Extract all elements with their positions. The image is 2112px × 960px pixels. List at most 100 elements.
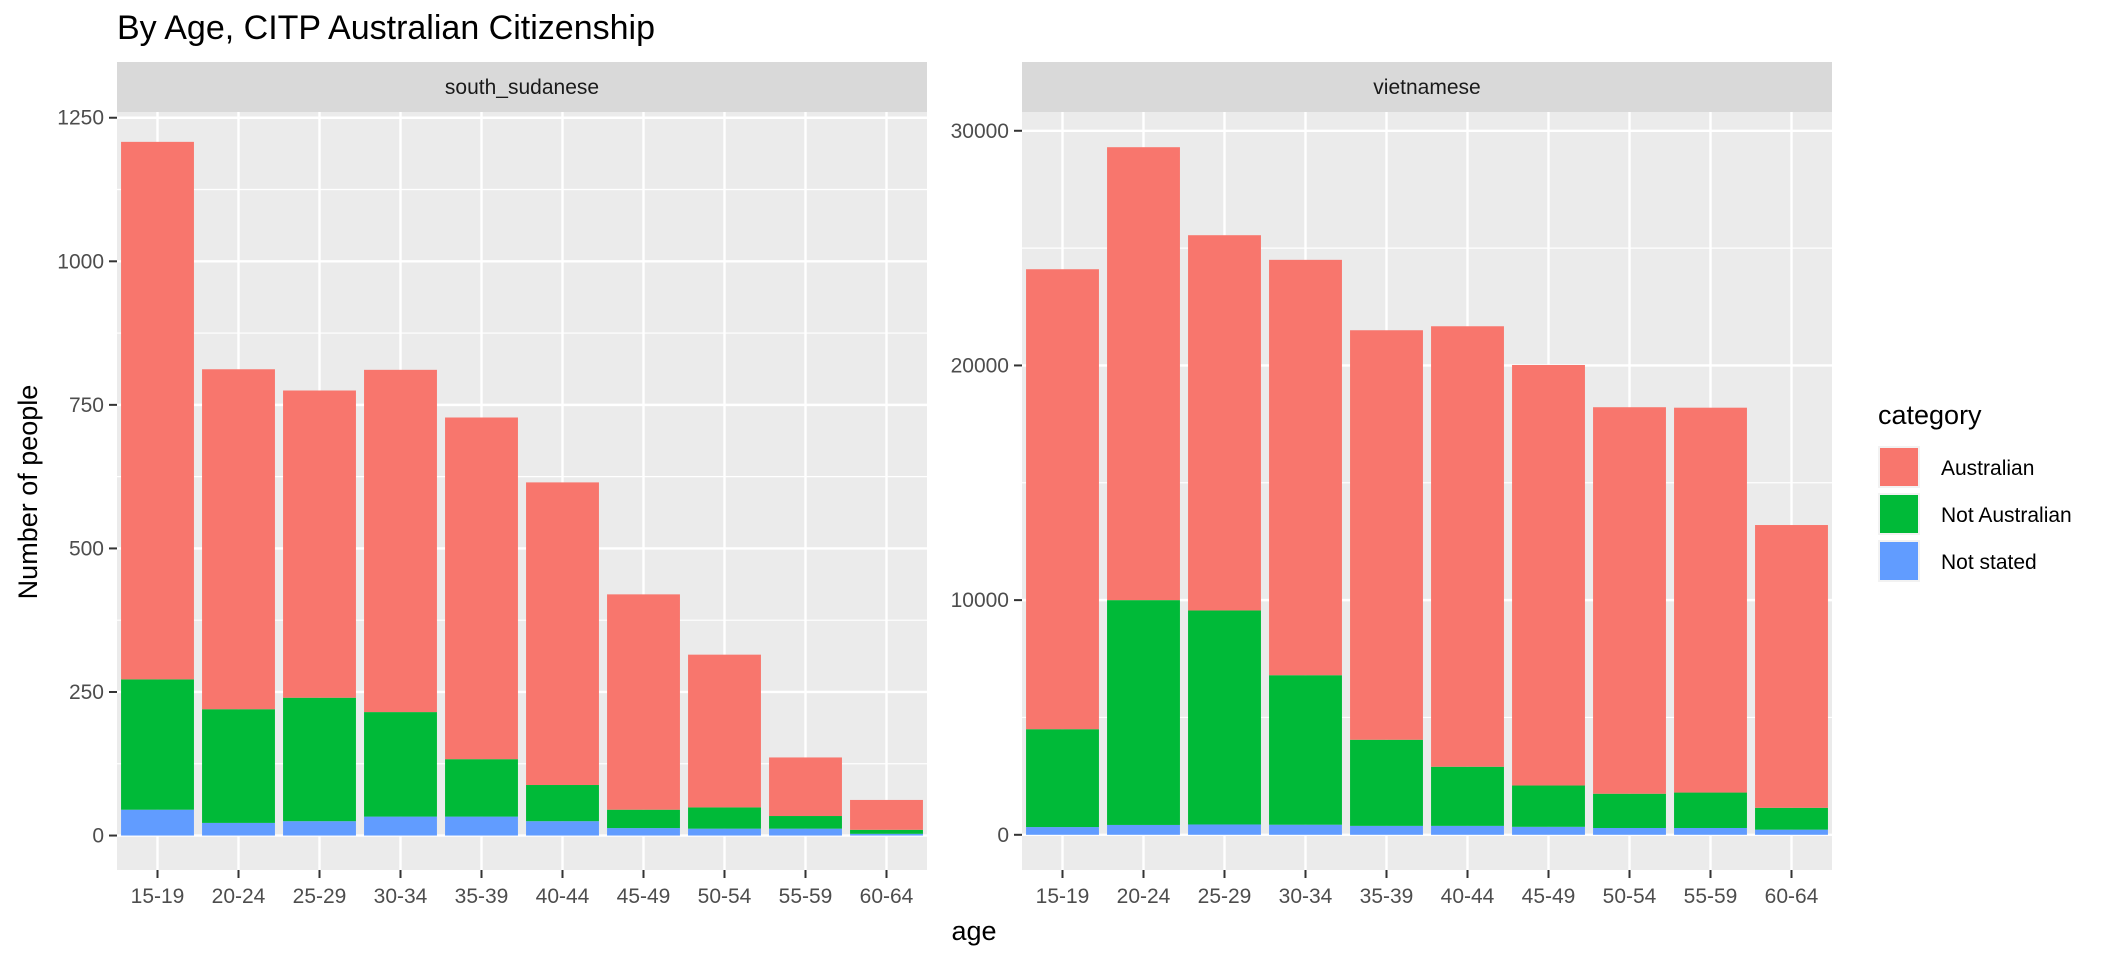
bar-vietnamese-30-34-not-stated bbox=[1269, 824, 1342, 835]
bar-vietnamese-35-39-australian bbox=[1350, 330, 1423, 740]
bar-south-sudanese-50-54-not-stated bbox=[688, 828, 761, 836]
bar-south-sudanese-35-39-not-australian bbox=[445, 759, 518, 817]
bar-vietnamese-55-59-not-stated bbox=[1674, 827, 1747, 835]
bar-vietnamese-40-44-australian bbox=[1431, 326, 1504, 767]
x-tick-label: 55-59 bbox=[779, 885, 833, 908]
facet-strip-label: vietnamese bbox=[1373, 76, 1480, 99]
bar-vietnamese-45-49-not-stated bbox=[1512, 826, 1585, 835]
y-tick-label: 0 bbox=[92, 825, 104, 848]
bar-south-sudanese-20-24-not-australian bbox=[202, 709, 275, 823]
bar-south-sudanese-50-54-not-australian bbox=[688, 807, 761, 829]
bar-south-sudanese-40-44-not-australian bbox=[526, 785, 599, 822]
bar-vietnamese-30-34-australian bbox=[1269, 259, 1342, 676]
x-tick-label: 55-59 bbox=[1684, 885, 1738, 908]
bar-south-sudanese-35-39-not-stated bbox=[445, 816, 518, 836]
bar-south-sudanese-25-29-not-stated bbox=[283, 821, 356, 836]
x-tick-label: 40-44 bbox=[1441, 885, 1495, 908]
x-tick-label: 50-54 bbox=[698, 885, 752, 908]
x-axis-title: age bbox=[951, 916, 996, 946]
facet-strip bbox=[1022, 62, 1832, 112]
bar-south-sudanese-15-19-not-australian bbox=[121, 679, 194, 810]
bar-south-sudanese-50-54-australian bbox=[688, 654, 761, 808]
bar-vietnamese-45-49-not-australian bbox=[1512, 785, 1585, 827]
bar-vietnamese-60-64-not-stated bbox=[1755, 829, 1828, 835]
chart-title: By Age, CITP Australian Citizenship bbox=[117, 9, 655, 47]
bar-south-sudanese-45-49-not-australian bbox=[607, 809, 680, 829]
bar-vietnamese-40-44-not-stated bbox=[1431, 825, 1504, 835]
facet-strip bbox=[117, 62, 927, 112]
bar-vietnamese-30-34-not-australian bbox=[1269, 675, 1342, 825]
bar-vietnamese-15-19-australian bbox=[1026, 269, 1099, 730]
bar-south-sudanese-60-64-not-stated bbox=[850, 833, 923, 836]
x-tick-label: 60-64 bbox=[860, 885, 914, 908]
bar-vietnamese-55-59-not-australian bbox=[1674, 792, 1747, 828]
bar-south-sudanese-20-24-australian bbox=[202, 369, 275, 710]
x-tick-label: 30-34 bbox=[374, 885, 428, 908]
y-tick-label: 10000 bbox=[951, 589, 1009, 612]
x-tick-label: 40-44 bbox=[536, 885, 590, 908]
bar-south-sudanese-40-44-not-stated bbox=[526, 821, 599, 836]
legend-label-not-stated: Not stated bbox=[1941, 551, 2037, 574]
bar-vietnamese-15-19-not-australian bbox=[1026, 729, 1099, 828]
bar-south-sudanese-15-19-not-stated bbox=[121, 809, 194, 836]
legend: category Australian Not Australian Not sta… bbox=[1878, 400, 2072, 582]
bar-vietnamese-15-19-not-stated bbox=[1026, 827, 1099, 835]
x-tick-label: 20-24 bbox=[212, 885, 266, 908]
bar-vietnamese-25-29-australian bbox=[1188, 235, 1261, 611]
bar-vietnamese-25-29-not-australian bbox=[1188, 610, 1261, 825]
x-tick-label: 25-29 bbox=[1198, 885, 1252, 908]
bar-vietnamese-50-54-not-stated bbox=[1593, 827, 1666, 835]
bar-vietnamese-45-49-australian bbox=[1512, 364, 1585, 786]
y-tick-label: 1250 bbox=[57, 107, 104, 130]
facet-south-sudanese: south_sudanese 0 250 500 750 1000 1250 15-19 20-… bbox=[57, 62, 927, 908]
x-tick-label: 50-54 bbox=[1603, 885, 1657, 908]
bar-south-sudanese-20-24-not-stated bbox=[202, 822, 275, 836]
facet-vietnamese: vietnamese 0 10000 20000 30000 15-19 20-24 25-2… bbox=[951, 62, 1832, 908]
bar-south-sudanese-45-49-not-stated bbox=[607, 828, 680, 836]
bar-south-sudanese-60-64-not-australian bbox=[850, 829, 923, 834]
legend-swatch-australian bbox=[1880, 448, 1918, 486]
bar-vietnamese-35-39-not-australian bbox=[1350, 739, 1423, 826]
x-tick-label: 35-39 bbox=[1360, 885, 1414, 908]
x-tick-label: 45-49 bbox=[617, 885, 671, 908]
legend-label-not-australian: Not Australian bbox=[1941, 504, 2072, 527]
bar-vietnamese-25-29-not-stated bbox=[1188, 824, 1261, 835]
bar-south-sudanese-40-44-australian bbox=[526, 482, 599, 786]
y-tick-label: 20000 bbox=[951, 354, 1009, 377]
y-tick-label: 250 bbox=[69, 681, 104, 704]
bar-south-sudanese-35-39-australian bbox=[445, 417, 518, 760]
bar-south-sudanese-25-29-not-australian bbox=[283, 697, 356, 822]
bar-south-sudanese-55-59-australian bbox=[769, 757, 842, 817]
bar-vietnamese-35-39-not-stated bbox=[1350, 825, 1423, 835]
x-tick-label: 35-39 bbox=[455, 885, 509, 908]
bar-vietnamese-20-24-not-australian bbox=[1107, 600, 1180, 825]
bar-south-sudanese-25-29-australian bbox=[283, 390, 356, 698]
bar-vietnamese-60-64-not-australian bbox=[1755, 807, 1828, 830]
bar-south-sudanese-60-64-australian bbox=[850, 799, 923, 830]
bar-vietnamese-50-54-australian bbox=[1593, 407, 1666, 794]
legend-swatch-not-stated bbox=[1880, 542, 1918, 580]
x-tick-label: 30-34 bbox=[1279, 885, 1333, 908]
bar-south-sudanese-30-34-australian bbox=[364, 369, 437, 713]
facet-panels: south_sudanese 0 250 500 750 1000 1250 15-19 20-… bbox=[57, 62, 1832, 908]
bar-south-sudanese-30-34-not-australian bbox=[364, 712, 437, 817]
x-tick-label: 60-64 bbox=[1765, 885, 1819, 908]
y-tick-label: 0 bbox=[997, 824, 1009, 847]
y-tick-label: 1000 bbox=[57, 250, 104, 273]
y-tick-label: 500 bbox=[69, 537, 104, 560]
y-tick-label: 30000 bbox=[951, 120, 1009, 143]
bar-vietnamese-60-64-australian bbox=[1755, 525, 1828, 808]
x-tick-label: 15-19 bbox=[131, 885, 185, 908]
facet-strip-label: south_sudanese bbox=[445, 76, 599, 99]
bar-vietnamese-20-24-not-stated bbox=[1107, 824, 1180, 835]
bar-south-sudanese-55-59-not-stated bbox=[769, 828, 842, 836]
bar-south-sudanese-30-34-not-stated bbox=[364, 816, 437, 836]
bar-vietnamese-20-24-australian bbox=[1107, 147, 1180, 601]
bar-vietnamese-40-44-not-australian bbox=[1431, 766, 1504, 826]
y-tick-label: 750 bbox=[69, 394, 104, 417]
bar-south-sudanese-55-59-not-australian bbox=[769, 816, 842, 829]
x-tick-label: 20-24 bbox=[1117, 885, 1171, 908]
x-tick-label: 45-49 bbox=[1522, 885, 1576, 908]
bar-south-sudanese-45-49-australian bbox=[607, 594, 680, 810]
bar-vietnamese-50-54-not-australian bbox=[1593, 793, 1666, 828]
